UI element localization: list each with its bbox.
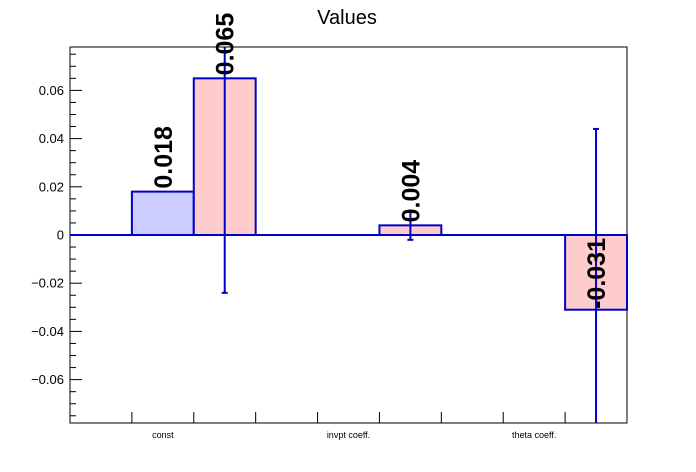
x-axis: const invpt coeff. theta coeff. [131,412,566,440]
y-tick-label: −0.06 [31,372,64,387]
x-tick-label: const [152,430,174,440]
data-labels: 0.018 0.065 0.004 -0.031 [150,13,611,309]
x-tick-label: theta coeff. [512,430,556,440]
y-tick-label: 0.04 [39,131,64,146]
data-label: -0.031 [583,238,611,309]
y-tick-label: 0.02 [39,179,64,194]
y-axis: −0.06 −0.04 −0.02 0 0.02 0.04 0.06 [31,53,82,417]
data-label: 0.018 [150,126,178,189]
data-label: 0.004 [397,160,425,223]
error-bars [221,47,600,423]
x-tick-label: invpt coeff. [327,430,370,440]
chart-title: Values [317,7,377,29]
bar [130,190,195,237]
bar-series [130,77,628,311]
y-tick-label: 0 [57,228,64,243]
data-label: 0.065 [212,13,240,76]
y-tick-label: −0.02 [31,276,64,291]
y-tick-label: 0.06 [39,83,64,98]
y-tick-label: −0.04 [31,324,64,339]
